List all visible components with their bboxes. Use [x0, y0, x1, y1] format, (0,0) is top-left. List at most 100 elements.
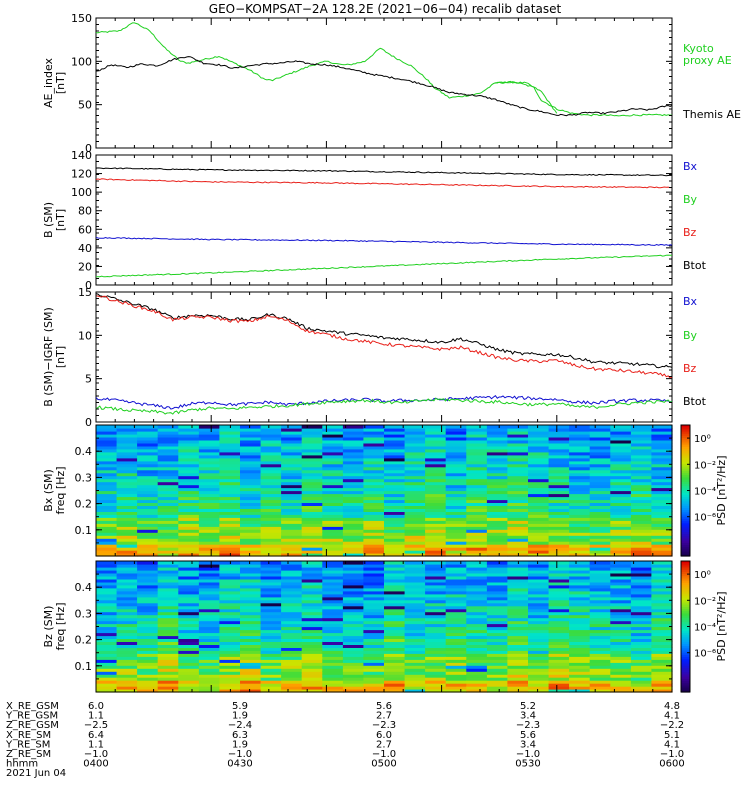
spectrogram-cell: [384, 599, 406, 604]
spectrogram-cell: [240, 499, 262, 503]
spectrogram-cell: [466, 538, 488, 542]
spectrogram-cell: [610, 653, 632, 657]
spectrogram-cell: [281, 572, 303, 577]
spectrogram-cell: [260, 656, 282, 660]
spectrogram-cell: [528, 581, 550, 586]
spectrogram-cell: [610, 650, 632, 654]
legend-entry-by: By: [683, 193, 698, 206]
spectrogram-cell: [157, 466, 179, 471]
spectrogram-cell: [219, 433, 241, 438]
spectrogram-cell: [589, 490, 611, 495]
spectrogram-cell: [466, 523, 488, 527]
spectrogram-cell: [404, 442, 426, 447]
spectrogram-cell: [384, 469, 406, 474]
spectrogram-cell: [281, 689, 303, 693]
spectrogram-cell: [384, 626, 406, 631]
spectrogram-cell: [137, 529, 159, 533]
spectrogram-cell: [281, 686, 303, 690]
spectrogram-cell: [404, 508, 426, 512]
spectrogram-cell: [610, 481, 632, 486]
spectrogram-cell: [281, 641, 303, 645]
spectrogram-cell: [404, 541, 426, 545]
spectrogram-cell: [116, 617, 138, 622]
y-tick-label: 0.4: [75, 581, 93, 594]
spectrogram-cell: [96, 671, 118, 675]
spectrogram-cell: [157, 547, 179, 551]
spectrogram-cell: [260, 457, 282, 462]
spectrogram-cell: [342, 523, 365, 527]
spectrogram-cell: [157, 620, 179, 625]
spectrogram-cell: [425, 431, 447, 435]
spectrogram-cell: [610, 428, 632, 432]
spectrogram-cell: [466, 584, 488, 589]
spectrogram-cell: [198, 523, 221, 527]
spectrogram-cell: [651, 620, 673, 625]
spectrogram-cell: [589, 553, 611, 557]
spectrogram-cell: [322, 635, 344, 639]
spectrogram-cell: [363, 541, 385, 545]
spectrogram-cell: [548, 575, 570, 580]
spectrogram-cell: [548, 656, 570, 660]
spectrogram-cell: [96, 677, 118, 681]
spectrogram-cell: [384, 593, 406, 598]
spectrogram-cell: [240, 578, 262, 583]
spectrogram-cell: [466, 457, 488, 462]
spectrogram-cell: [528, 439, 550, 444]
y-tick-label: 60: [78, 223, 92, 236]
spectrogram-cell: [486, 665, 509, 669]
spectrogram-cell: [445, 436, 467, 441]
spectrogram-cell: [178, 541, 200, 545]
spectrogram-cell: [260, 632, 282, 637]
spectrogram-cell: [116, 689, 138, 693]
spectrogram-cell: [589, 608, 611, 613]
spectrogram-cell: [301, 641, 323, 645]
spectrogram-cell: [548, 484, 570, 489]
spectrogram-cell: [548, 553, 570, 557]
spectrogram-cell: [198, 620, 221, 625]
spectrogram-cell: [240, 442, 262, 447]
spectrogram-cell: [116, 683, 138, 687]
colorbar-swatch: [681, 468, 690, 472]
spectrogram-cell: [404, 653, 426, 657]
spectrogram-cell: [507, 526, 529, 530]
spectrogram-cell: [651, 567, 673, 571]
spectrogram-cell: [137, 425, 159, 429]
spectrogram-cell: [404, 581, 426, 586]
spectrogram-cell: [157, 671, 179, 675]
spectrogram-cell: [301, 635, 323, 639]
spectrogram-cell: [301, 529, 323, 533]
spectrogram-cell: [301, 638, 323, 642]
colorbar-tick-label: 10⁻²: [694, 460, 716, 471]
spectrogram-cell: [198, 469, 221, 474]
spectrogram-cell: [569, 617, 591, 622]
spectrogram-cell: [404, 431, 426, 435]
spectrogram-cell: [157, 629, 179, 634]
spectrogram-cell: [178, 520, 200, 524]
spectrogram-cell: [178, 526, 200, 530]
spectrogram-cell: [486, 623, 509, 628]
spectrogram-cell: [240, 665, 262, 669]
spectrogram-cell: [116, 487, 138, 492]
ephemeris-cell: −2.4: [228, 720, 252, 731]
spectrogram-cell: [589, 650, 611, 654]
spectrogram-cell: [610, 587, 632, 592]
spectrogram-cell: [486, 547, 509, 551]
spectrogram-cell: [96, 605, 118, 610]
spectrogram-cell: [466, 511, 488, 515]
spectrogram-cell: [342, 653, 365, 657]
spectrogram-cell: [240, 436, 262, 441]
spectrogram-cell: [425, 677, 447, 681]
spectrogram-cell: [425, 587, 447, 592]
spectrogram-cell: [404, 496, 426, 501]
spectrogram-cell: [178, 478, 200, 483]
spectrogram-cell: [178, 569, 200, 574]
spectrogram-cell: [260, 445, 282, 450]
spectrogram-cell: [137, 487, 159, 492]
spectrogram-cell: [384, 653, 406, 657]
spectrogram-cell: [281, 629, 303, 634]
spectrogram-cell: [384, 484, 406, 489]
spectrogram-cell: [507, 572, 529, 577]
spectrogram-cell: [281, 469, 303, 474]
spectrogram-cell: [363, 629, 385, 634]
spectrogram-cell: [507, 451, 529, 456]
